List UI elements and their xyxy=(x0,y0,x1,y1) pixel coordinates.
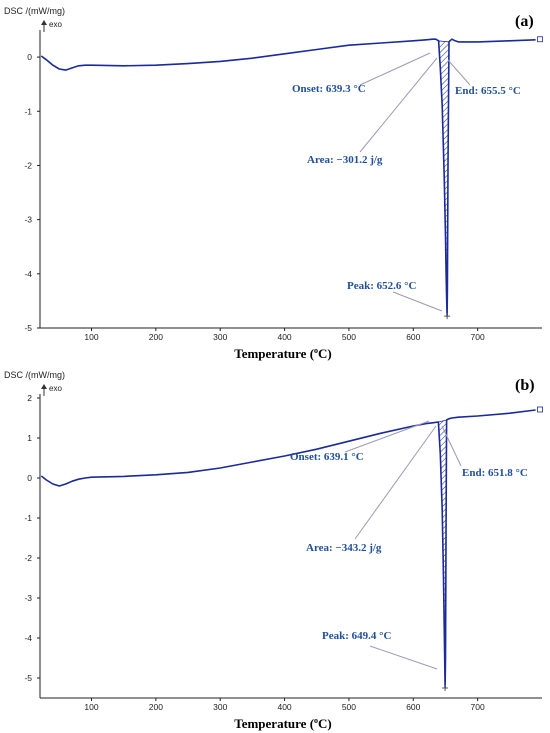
y-tick-label: 1 xyxy=(27,433,32,443)
panel-label: (a) xyxy=(515,13,534,30)
x-tick-label: 600 xyxy=(406,332,420,342)
annotation-leader-line xyxy=(392,291,443,312)
annotation-leader-line xyxy=(354,425,437,540)
annotation-label: Onset: 639.3 °C xyxy=(292,83,366,95)
x-tick-label: 500 xyxy=(342,332,356,342)
annotation-label: End: 651.8 °C xyxy=(462,467,528,479)
y-tick-label: -3 xyxy=(24,593,32,603)
y-axis-title: DSC /(mW/mg) xyxy=(4,370,65,380)
x-tick-label: 700 xyxy=(471,332,485,342)
annotation-label: Peak: 652.6 °C xyxy=(347,280,417,292)
exo-label: exo xyxy=(49,384,62,393)
x-tick-label: 500 xyxy=(342,702,356,712)
annotation-leader-line xyxy=(359,57,438,153)
exo-arrow-head-icon xyxy=(41,20,47,25)
annotation-label: End: 655.5 °C xyxy=(455,85,521,97)
annotation-leader-line xyxy=(447,59,471,86)
x-tick-label: 200 xyxy=(149,332,163,342)
dsc-curve xyxy=(40,38,536,317)
y-tick-label: 2 xyxy=(27,393,32,403)
y-tick-label: -1 xyxy=(24,513,32,523)
x-tick-label: 300 xyxy=(213,702,227,712)
x-tick-label: 100 xyxy=(84,702,98,712)
x-axis-title: Temperature (oC) xyxy=(234,346,332,361)
x-tick-label: 400 xyxy=(277,702,291,712)
y-tick-label: 0 xyxy=(27,473,32,483)
x-axis-title: Temperature (oC) xyxy=(234,716,332,731)
y-tick-label: -4 xyxy=(24,633,32,643)
y-tick-label: -3 xyxy=(24,215,32,225)
peak-marker-icon xyxy=(444,313,451,320)
y-tick-label: -4 xyxy=(24,269,32,279)
annotation-leader-line xyxy=(369,645,438,670)
y-tick-label: -5 xyxy=(24,323,32,333)
dsc-panel-a: DSC /(mW/mg) exo (a) 0 -1 -2 -3 -4 -5 100 200 300 40… xyxy=(0,0,550,366)
x-tick-label: 100 xyxy=(84,332,98,342)
annotation-leader-line xyxy=(441,425,462,467)
peak-baseline xyxy=(438,40,450,43)
x-tick-label: 200 xyxy=(149,702,163,712)
y-tick-label: -2 xyxy=(24,160,32,170)
annotation-label: Area: −301.2 j/g xyxy=(307,154,383,166)
dsc-panel-b: DSC /(mW/mg) exo (b) 2 1 0 -1 -2 -3 -4 -5 100 200 300… xyxy=(0,366,550,732)
y-tick-label: -5 xyxy=(24,673,32,683)
y-axis-title: DSC /(mW/mg) xyxy=(4,6,65,16)
y-tick-label: 0 xyxy=(27,52,32,62)
dsc-chart-a: DSC /(mW/mg) exo (a) 0 -1 -2 -3 -4 -5 100 200 300 40… xyxy=(4,6,543,361)
dsc-chart-b: DSC /(mW/mg) exo (b) 2 1 0 -1 -2 -3 -4 -5 100 200 300… xyxy=(4,370,543,731)
dsc-curve xyxy=(40,409,536,689)
exo-label: exo xyxy=(49,20,62,29)
y-tick-label: -2 xyxy=(24,553,32,563)
curve-end-marker-icon xyxy=(537,36,543,43)
annotation-label: Peak: 649.4 °C xyxy=(322,630,392,642)
y-tick-label: -1 xyxy=(24,106,32,116)
x-tick-label: 600 xyxy=(406,702,420,712)
annotation-label: Onset: 639.1 °C xyxy=(290,451,364,463)
x-tick-label: 700 xyxy=(471,702,485,712)
x-tick-label: 300 xyxy=(213,332,227,342)
x-tick-label: 400 xyxy=(277,332,291,342)
exo-arrow-head-icon xyxy=(41,384,47,389)
curve-end-marker-icon xyxy=(537,406,543,413)
panel-label: (b) xyxy=(515,377,535,394)
annotation-leader-line xyxy=(359,52,431,86)
peak-marker-icon xyxy=(442,685,449,691)
annotation-leader-line xyxy=(344,420,430,453)
peak-baseline xyxy=(438,419,447,423)
annotation-label: Area: −343.2 j/g xyxy=(306,542,382,554)
